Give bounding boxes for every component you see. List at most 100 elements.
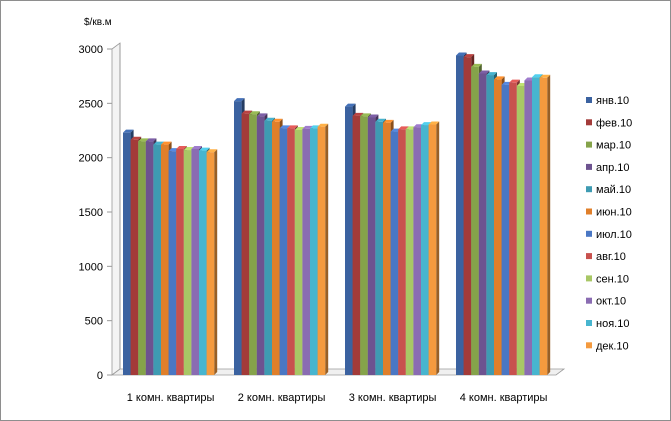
bar [206,149,218,375]
bar-side [325,123,329,375]
bar-top [367,114,379,118]
bar-top [539,74,551,78]
legend-item: мар.10 [586,140,631,152]
bar-top [264,117,275,121]
bar-front [375,121,383,375]
y-axis-unit-label: $/кв.м [84,17,112,28]
legend-item: дек.10 [586,340,629,352]
bar-front [390,131,399,375]
bar-top [153,141,164,145]
legend-item: авг.10 [586,251,626,263]
legend-swatch [586,320,592,326]
bar-front [494,79,502,375]
legend-item: янв.10 [586,95,629,107]
legend-label: июл.10 [596,229,632,241]
bar-front [413,127,421,376]
bar-top [279,125,291,129]
legend-item: окт.10 [586,296,626,308]
bar-top [532,74,543,78]
bar-front [176,148,184,375]
bar-top [161,141,172,145]
legend-label: май.10 [596,184,631,196]
bar-front [161,144,169,375]
bar-top [345,103,356,107]
bar-front [256,116,265,375]
legend-label: июн.10 [596,207,632,219]
legend-swatch [586,141,592,148]
bar-side [436,121,440,375]
bar-top [241,110,253,114]
bar-front [130,139,139,375]
bar-front [153,144,161,375]
y-tick-label: 500 [85,316,103,328]
legend-item: июн.10 [586,207,632,219]
legend-item: ноя.10 [586,318,629,330]
bar-front [463,57,472,376]
legend-swatch [586,208,592,215]
y-tick-label: 2000 [79,153,103,165]
bar-front [478,73,487,375]
bar-front [191,148,199,375]
bar-top [123,129,134,133]
bar-top [456,52,467,56]
x-tick-label: 2 комн. квартиры [238,392,326,404]
y-tick-label: 0 [97,370,103,382]
bar-front [345,106,353,376]
bar-front [524,80,532,375]
legend-item: сен.10 [586,273,629,285]
bar-front [145,141,154,375]
legend-swatch [586,97,592,103]
bar-top [494,76,505,80]
bar-top [145,138,157,142]
bar-front [249,114,257,375]
bar-front [383,122,391,375]
bar-top [398,126,409,130]
legend-item: фев.10 [586,117,632,129]
bar-front [183,150,192,375]
bar-front [241,113,250,375]
bar-front [405,129,414,375]
bar-front [294,129,303,375]
bar-front [317,126,326,376]
bar-top [352,112,364,116]
y-tick-label: 2500 [79,98,103,110]
legend-label: фев.10 [596,117,632,129]
legend-label: окт.10 [596,296,626,308]
y-tick-label: 3000 [79,44,103,56]
bar-top [191,145,202,149]
bar-top [478,70,490,74]
bar-top [256,113,268,117]
bar-front [123,132,131,375]
bar-top [234,98,245,102]
bar [539,74,551,376]
bar-front [234,101,242,375]
legend-swatch [586,186,592,193]
legend-label: авг.10 [596,251,626,263]
bar-front [509,82,517,375]
bar-top [428,121,440,125]
bar-side [214,149,218,375]
bar-front [287,128,295,375]
legend: янв.10 фев.10 мар.10 апр.10 май.10 июн.10 июл.… [586,95,632,352]
legend-item: апр.10 [586,162,629,174]
bar [428,121,440,375]
bar-front [310,128,318,375]
bar-front [360,116,368,375]
bar-front [264,120,272,375]
bar-front [352,115,361,375]
y-tick-label: 1000 [79,261,103,273]
legend-label: дек.10 [596,340,629,352]
bar-front [272,121,280,375]
bar-top [471,63,482,67]
legend-label: янв.10 [596,95,629,107]
legend-swatch [586,230,592,237]
bar-top [486,72,497,76]
bar-top [130,136,142,140]
bar-front [302,128,310,375]
bar-front [421,125,429,375]
bar-top [272,118,283,122]
legend-item: июл.10 [586,229,632,241]
bar-top [383,119,394,123]
